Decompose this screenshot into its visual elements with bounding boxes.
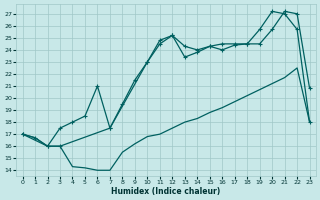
X-axis label: Humidex (Indice chaleur): Humidex (Indice chaleur) [111,187,221,196]
